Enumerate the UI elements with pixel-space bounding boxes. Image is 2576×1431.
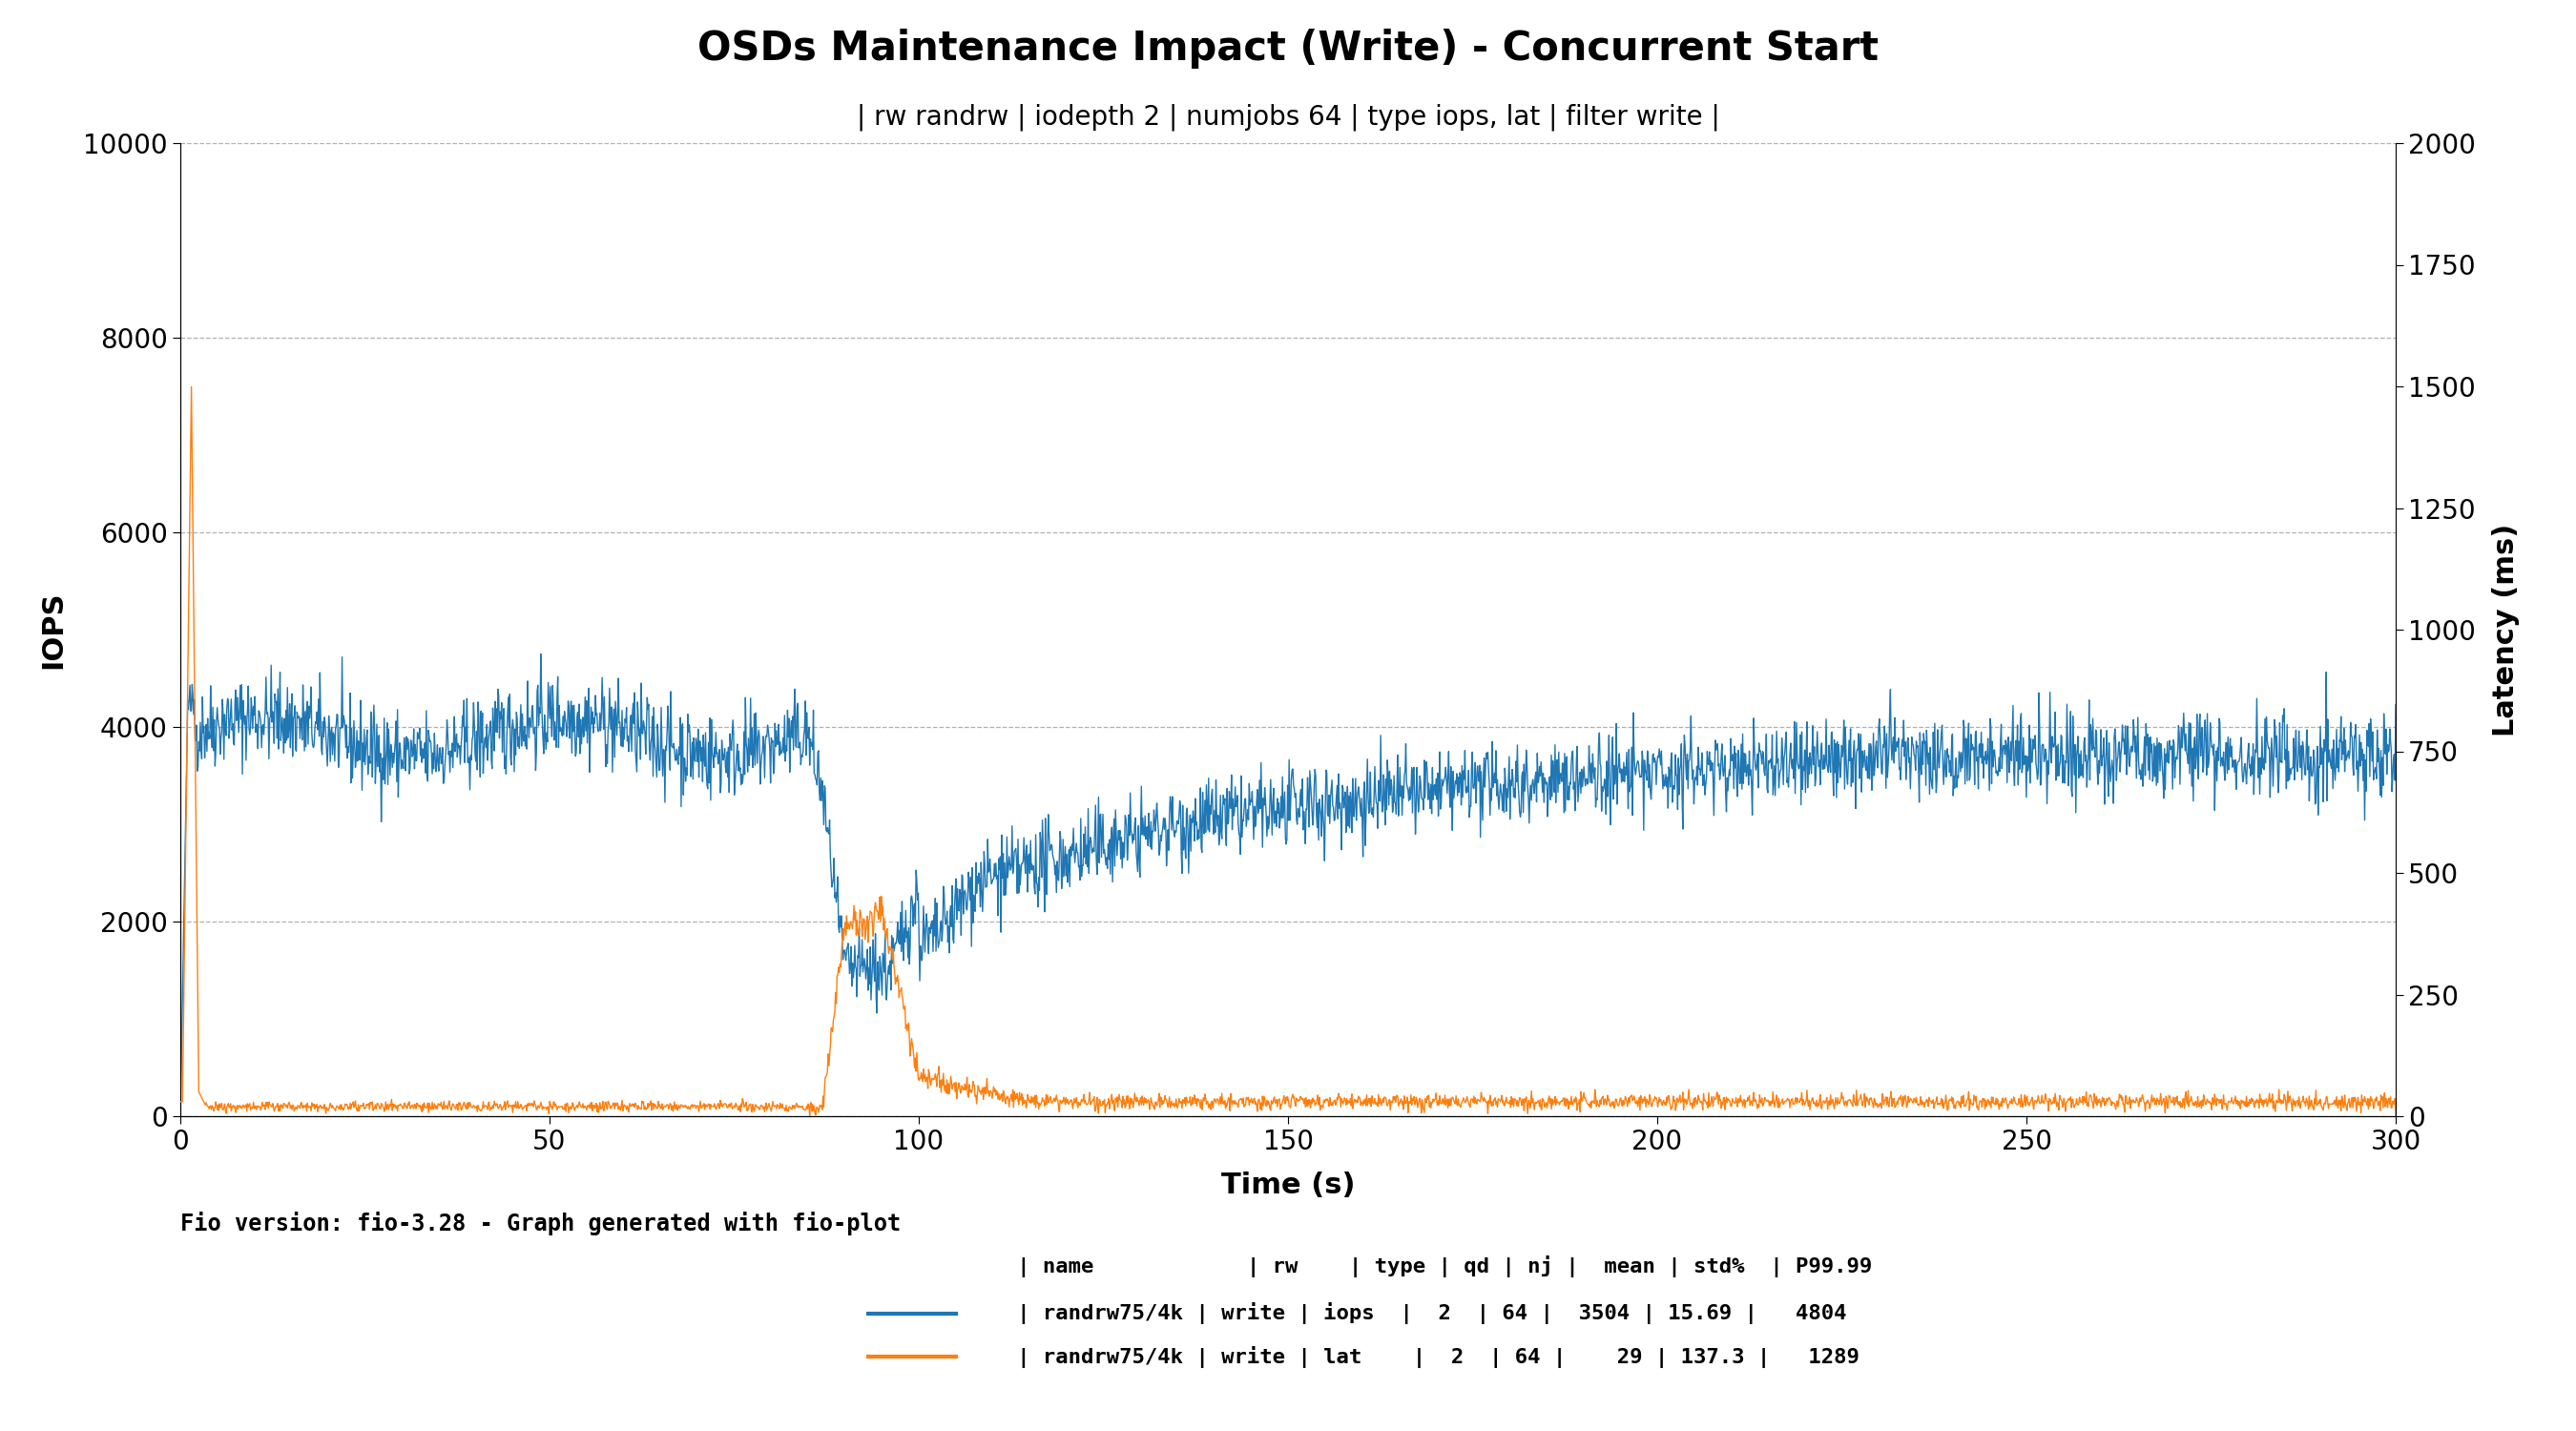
Title: | rw randrw | iodepth 2 | numjobs 64 | type iops, lat | filter write |: | rw randrw | iodepth 2 | numjobs 64 | t… bbox=[855, 103, 1721, 130]
X-axis label: Time (s): Time (s) bbox=[1221, 1172, 1355, 1199]
Text: | randrw75/4k | write | iops  |  2  | 64 |  3504 | 15.69 |   4804: | randrw75/4k | write | iops | 2 | 64 | … bbox=[979, 1302, 1847, 1325]
Y-axis label: Latency (ms): Latency (ms) bbox=[2491, 524, 2519, 736]
Text: OSDs Maintenance Impact (Write) - Concurrent Start: OSDs Maintenance Impact (Write) - Concur… bbox=[698, 29, 1878, 69]
Text: Fio version: fio-3.28 - Graph generated with fio-plot: Fio version: fio-3.28 - Graph generated … bbox=[180, 1212, 902, 1235]
Text: | name            | rw    | type | qd | nj |  mean | std%  | P99.99: | name | rw | type | qd | nj | mean | st… bbox=[979, 1255, 1873, 1278]
Y-axis label: IOPS: IOPS bbox=[39, 591, 67, 668]
Text: | randrw75/4k | write | lat    |  2  | 64 |    29 | 137.3 |   1289: | randrw75/4k | write | lat | 2 | 64 | 2… bbox=[979, 1345, 1860, 1368]
